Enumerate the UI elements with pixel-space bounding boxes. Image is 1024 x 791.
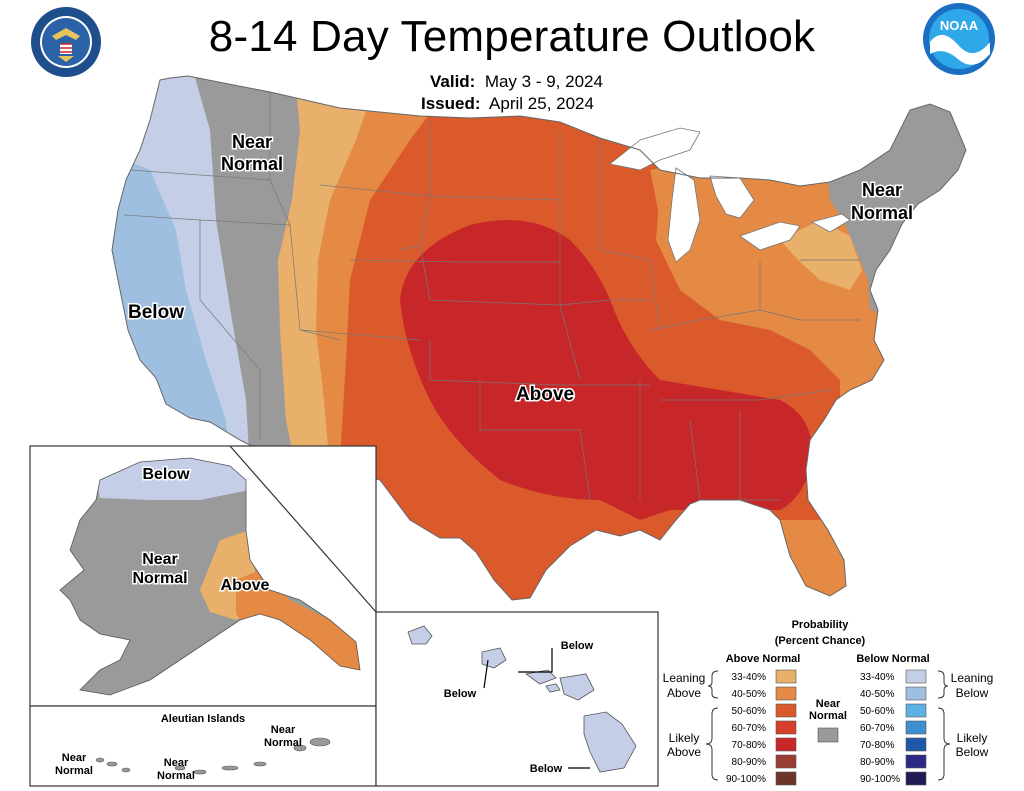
legend-below-swatch-2 <box>905 703 927 718</box>
legend-below-swatch-5 <box>905 754 927 769</box>
legend-bracket-likely-below <box>937 707 951 781</box>
legend-leaning-right: Leaning <box>951 671 994 685</box>
hawaii-leader-1 <box>483 659 489 689</box>
legend-above-swatches: 33-40% 40-50% 50-60% 60-70% 70-80% 80-90% 90-1… <box>726 669 797 786</box>
hawaii-islands <box>407 625 637 773</box>
ak-region-above-40 <box>236 570 360 690</box>
hawaii-label-below-2: Below <box>561 640 594 652</box>
aleutian-normal-2: Normal <box>157 770 195 782</box>
alaska-outline <box>59 457 361 696</box>
region-above-40-northeast <box>650 160 890 360</box>
hawaii-label-below-1: Below <box>444 688 477 700</box>
legend-below-swatch-4 <box>905 737 927 752</box>
aleutian-title: Aleutian Islands <box>161 713 245 725</box>
legend-bracket-leaning-above <box>707 670 719 699</box>
legend-below-swatches: 33-40% 40-50% 50-60% 60-70% 70-80% 80-90% 90-1… <box>860 669 927 786</box>
legend-below-right-1: Below <box>956 686 989 700</box>
valid-label: Valid: <box>430 72 476 91</box>
aleutian-normal-1: Normal <box>55 765 93 777</box>
legend-above-swatch-2 <box>775 703 797 718</box>
legend-bracket-leaning-below <box>937 670 949 699</box>
aleutian-near-3: Near <box>271 724 296 736</box>
legend-below-label-3: 60-70% <box>860 723 895 734</box>
region-above-60 <box>400 220 812 520</box>
legend-above-swatch-5 <box>775 754 797 769</box>
ak-label-normal: Normal <box>132 570 187 587</box>
hawaii-leader-2 <box>518 648 553 673</box>
legend-normal-label: Normal <box>809 710 847 722</box>
legend-below-swatch-3 <box>905 720 927 735</box>
issued-label: Issued: <box>421 94 481 113</box>
legend-above-label-5: 80-90% <box>732 757 767 768</box>
legend-above-swatch-3 <box>775 720 797 735</box>
legend-below-right-2: Below <box>956 745 989 759</box>
aleutian-near-1: Near <box>62 752 87 764</box>
issued-line: Issued: April 25, 2024 <box>421 94 594 114</box>
legend-below-swatch-6 <box>905 771 927 786</box>
legend-title-1: Probability <box>792 619 850 631</box>
map-title: 8-14 Day Temperature Outlook <box>208 12 816 61</box>
legend-below-swatch-1 <box>905 686 927 701</box>
legend-above-left-1: Above <box>667 686 701 700</box>
legend-above-left-2: Above <box>667 745 701 759</box>
legend-leaning-left: Leaning <box>663 671 706 685</box>
label-below: Below <box>128 302 184 323</box>
aleutian-normal-3: Normal <box>264 737 302 749</box>
legend-below-label-0: 33-40% <box>860 672 895 683</box>
label-west-near: Near <box>232 132 272 152</box>
legend-above-label-3: 60-70% <box>732 723 767 734</box>
legend-above-swatch-6 <box>775 771 797 786</box>
ak-label-above: Above <box>221 577 270 594</box>
label-west-normal: Normal <box>221 154 283 174</box>
state-borders <box>123 92 860 501</box>
legend-below-label-1: 40-50% <box>860 689 895 700</box>
inset-divider <box>229 445 377 613</box>
noaa-text: NOAA <box>940 18 979 33</box>
legend-above-label-2: 50-60% <box>732 706 767 717</box>
legend-likely-right: Likely <box>957 731 988 745</box>
issued-date: April 25, 2024 <box>489 94 594 113</box>
legend-bracket-likely-above <box>705 707 719 781</box>
aleutian-near-2: Near <box>164 757 189 769</box>
ak-label-below: Below <box>142 466 190 483</box>
legend-above-swatch-0 <box>775 669 797 684</box>
valid-dates: May 3 - 9, 2024 <box>484 72 603 91</box>
legend-below-header: Below Normal <box>856 653 929 665</box>
great-lakes <box>609 127 851 263</box>
legend-above-label-0: 33-40% <box>732 672 767 683</box>
legend-below-label-6: 90-100% <box>860 774 900 785</box>
legend: Probability (Percent Chance) Above Norma… <box>663 619 994 786</box>
legend-above-label-6: 90-100% <box>726 774 766 785</box>
legend-near-label: Near <box>816 698 841 710</box>
region-above-33-northeast <box>780 220 862 290</box>
legend-below-label-4: 70-80% <box>860 740 895 751</box>
hawaii-label-below-3: Below <box>530 763 563 775</box>
legend-below-swatch-0 <box>905 669 927 684</box>
legend-above-header: Above Normal <box>726 653 801 665</box>
region-above-33-west <box>278 90 370 470</box>
legend-above-swatch-4 <box>775 737 797 752</box>
legend-below-label-5: 80-90% <box>860 757 895 768</box>
label-ne-near: Near <box>862 180 902 200</box>
ak-label-near: Near <box>142 551 178 568</box>
legend-near-swatch <box>817 727 839 743</box>
legend-below-label-2: 50-60% <box>860 706 895 717</box>
legend-above-label-1: 40-50% <box>732 689 767 700</box>
legend-title-2: (Percent Chance) <box>775 635 866 647</box>
noaa-logo-icon: NOAA <box>923 3 995 75</box>
aleutian-islands <box>95 737 331 775</box>
valid-line: Valid: May 3 - 9, 2024 <box>430 72 603 92</box>
label-above: Above <box>516 384 574 405</box>
legend-likely-left: Likely <box>669 731 700 745</box>
legend-above-label-4: 70-80% <box>732 740 767 751</box>
label-ne-normal: Normal <box>851 203 913 223</box>
legend-above-swatch-1 <box>775 686 797 701</box>
commerce-seal-icon <box>31 7 101 77</box>
